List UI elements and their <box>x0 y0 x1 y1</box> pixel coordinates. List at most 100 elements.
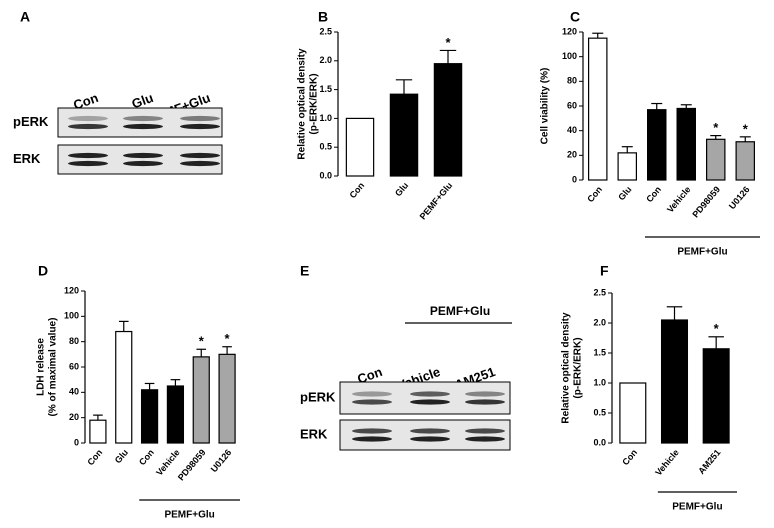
panel-label: B <box>318 9 328 25</box>
blot-band <box>352 391 392 397</box>
panel-label: C <box>570 9 580 25</box>
y-tick-label: 120 <box>562 26 577 36</box>
blot-band <box>410 391 450 397</box>
x-tick-label: Vehicle <box>665 184 693 214</box>
y-tick-label: 0.0 <box>593 437 606 447</box>
y-tick-label: 1.5 <box>319 84 332 94</box>
blot-box <box>339 381 511 415</box>
blot-band <box>68 160 108 167</box>
significance-mark: * <box>199 334 205 349</box>
blot-band <box>123 152 163 159</box>
y-tick-label: 2.5 <box>593 287 606 297</box>
x-tick-label: PD98059 <box>176 447 208 482</box>
bar <box>115 330 133 444</box>
bar <box>192 356 210 444</box>
bar <box>676 107 696 181</box>
y-axis-label: (p-ERK/ERK) <box>573 337 584 398</box>
x-tick-label: Glu <box>113 447 130 465</box>
bar <box>89 419 107 444</box>
y-tick-label: 80 <box>69 336 79 346</box>
y-tick-label: 0.5 <box>319 142 332 152</box>
bar <box>345 117 375 177</box>
x-tick-label: U0126 <box>209 447 234 474</box>
blot-band <box>180 152 220 159</box>
x-tick-label: U0126 <box>727 184 752 211</box>
blot-box <box>339 419 511 451</box>
blot-band <box>68 123 108 130</box>
blot-band <box>68 115 108 122</box>
group-label: PEMF+Glu <box>164 510 214 521</box>
bar <box>706 138 726 181</box>
x-tick-label: Glu <box>616 184 633 202</box>
y-tick-label: 100 <box>64 311 79 321</box>
y-tick-label: 100 <box>562 51 577 61</box>
y-axis-label: Relative optical density <box>561 312 572 424</box>
blot-band <box>465 428 505 434</box>
blot-band <box>123 115 163 122</box>
x-tick-label: Glu <box>393 180 410 198</box>
panel-label: D <box>38 263 48 279</box>
y-axis-label: (% of maximal value) <box>48 318 59 417</box>
bar <box>702 348 730 444</box>
bar <box>619 382 647 444</box>
group-label: PEMF+Glu <box>672 502 722 513</box>
y-tick-label: 0 <box>572 174 577 184</box>
bar <box>617 152 637 181</box>
y-tick-label: 60 <box>69 361 79 371</box>
y-tick-label: 2.5 <box>319 26 332 36</box>
row-label: pERK <box>13 114 49 129</box>
y-tick-label: 40 <box>69 387 79 397</box>
x-tick-label: PEMF+Glu <box>418 180 455 221</box>
bar <box>389 93 419 177</box>
blot-header: PEMF+Glu <box>430 304 490 318</box>
significance-mark: * <box>445 35 451 50</box>
y-tick-label: 2.0 <box>319 55 332 65</box>
y-tick-label: 0.5 <box>593 407 606 417</box>
blot-band <box>410 428 450 434</box>
blot-band <box>410 399 450 405</box>
y-tick-label: 1.0 <box>319 113 332 123</box>
y-tick-label: 0 <box>74 437 79 447</box>
bar <box>166 385 185 444</box>
y-tick-label: 80 <box>567 76 577 86</box>
x-tick-label: Con <box>85 447 104 467</box>
significance-mark: * <box>225 331 231 346</box>
row-label: ERK <box>13 151 41 166</box>
panel-label: E <box>300 263 309 279</box>
y-axis-label: Cell viability (%) <box>540 68 551 145</box>
x-tick-label: Con <box>644 184 663 204</box>
x-tick-label: Vehicle <box>653 447 681 477</box>
y-axis-label: (p-ERK/ERK) <box>309 73 320 134</box>
x-tick-label: Con <box>347 180 366 200</box>
row-label: pERK <box>300 389 336 404</box>
significance-mark: * <box>714 321 720 336</box>
y-tick-label: 20 <box>69 412 79 422</box>
bar <box>218 353 236 444</box>
blot-band <box>180 123 220 130</box>
bar <box>647 109 667 181</box>
blot-band <box>410 436 450 442</box>
blot-band <box>352 436 392 442</box>
significance-mark: * <box>743 121 749 136</box>
y-axis-label: LDH release <box>36 338 47 396</box>
y-axis-label: Relative optical density <box>297 48 308 160</box>
x-tick-label: Con <box>585 184 604 204</box>
panel-label: F <box>600 263 609 279</box>
y-tick-label: 1.5 <box>593 347 606 357</box>
blot-band <box>123 123 163 130</box>
bar <box>660 319 689 444</box>
row-label: ERK <box>300 426 328 441</box>
bar <box>588 37 608 181</box>
x-tick-label: PD98059 <box>690 184 722 219</box>
blot-band <box>352 399 392 405</box>
y-tick-label: 60 <box>567 100 577 110</box>
group-label: PEMF+Glu <box>677 247 727 258</box>
y-tick-label: 40 <box>567 125 577 135</box>
x-tick-label: Con <box>137 447 156 467</box>
blot-band <box>180 115 220 122</box>
y-tick-label: 2.0 <box>593 317 606 327</box>
y-tick-label: 0.0 <box>319 170 332 180</box>
blot-band <box>68 152 108 159</box>
lane-label: Glu <box>130 90 156 112</box>
